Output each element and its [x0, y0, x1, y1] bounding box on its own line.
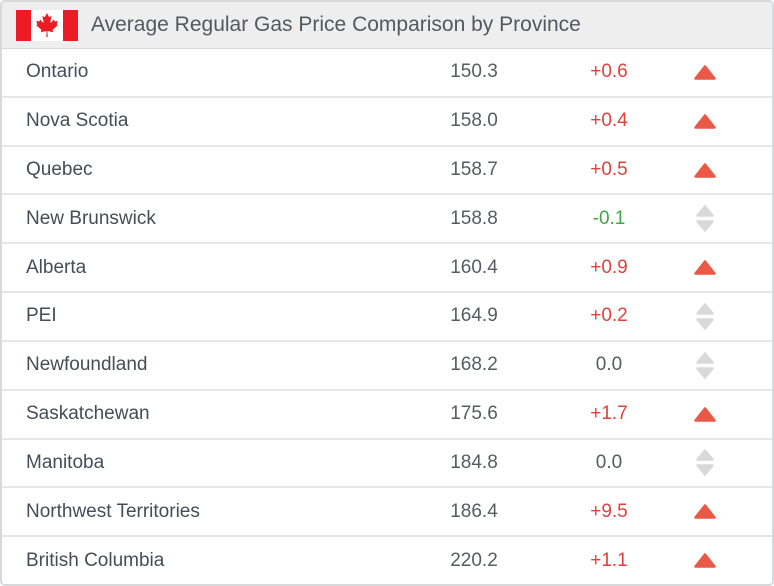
price-change: +1.7: [590, 403, 628, 425]
province-name: Manitoba: [26, 451, 105, 473]
widget-header: Average Regular Gas Price Comparison by …: [2, 2, 772, 49]
trend-cell: [674, 352, 736, 379]
price-change: +0.9: [590, 256, 628, 278]
price-value: 158.7: [450, 159, 498, 181]
maple-leaf-icon: [36, 13, 58, 37]
price-change: +0.6: [590, 61, 628, 83]
canada-flag-icon: [16, 9, 78, 41]
price-table: Ontario 150.3 +0.6 Nova Scotia 158.0 +0.…: [2, 49, 772, 584]
trend-neutral-icon: [696, 205, 714, 233]
trend-cell: [674, 504, 736, 519]
price-value: 158.0: [450, 110, 498, 132]
table-row: Saskatchewan 175.6 +1.7: [2, 388, 772, 438]
province-name: Saskatchewan: [26, 403, 150, 425]
price-change: +0.5: [590, 159, 628, 181]
trend-up-icon: [694, 162, 716, 178]
province-name: Quebec: [26, 159, 93, 181]
province-name: Ontario: [26, 61, 89, 83]
price-change: +0.4: [590, 110, 628, 132]
trend-neutral-icon: [696, 352, 714, 379]
trend-cell: [674, 113, 736, 129]
table-row: Nova Scotia 158.0 +0.4: [2, 95, 772, 145]
table-row: Manitoba 184.8 0.0: [2, 437, 772, 487]
province-name: Nova Scotia: [26, 110, 129, 132]
price-value: 160.4: [450, 256, 498, 278]
trend-cell: [674, 303, 736, 330]
trend-neutral-icon: [696, 449, 714, 477]
trend-up-icon: [694, 504, 716, 519]
trend-cell: [674, 553, 736, 568]
trend-cell: [674, 65, 736, 80]
price-value: 186.4: [450, 500, 498, 522]
table-row: Newfoundland 168.2 0.0: [2, 339, 772, 389]
province-name: Newfoundland: [26, 354, 148, 376]
table-row: Northwest Territories 186.4 +9.5: [2, 486, 772, 536]
price-value: 158.8: [450, 207, 498, 229]
price-value: 220.2: [450, 549, 498, 571]
table-row: PEI 164.9 +0.2: [2, 291, 772, 340]
province-name: PEI: [26, 305, 57, 327]
trend-up-icon: [694, 65, 716, 80]
trend-up-icon: [694, 260, 716, 275]
trend-up-icon: [694, 553, 716, 568]
table-row: Quebec 158.7 +0.5: [2, 144, 772, 194]
province-name: Northwest Territories: [26, 500, 200, 522]
price-value: 175.6: [450, 403, 498, 425]
flag-white-band: [31, 9, 63, 41]
flag-red-band-right: [63, 9, 78, 41]
province-name: British Columbia: [26, 549, 165, 571]
price-change: 0.0: [595, 451, 623, 473]
table-row: New Brunswick 158.8 -0.1: [2, 193, 772, 243]
price-value: 164.9: [450, 305, 498, 327]
price-value: 150.3: [450, 61, 498, 83]
table-row: Alberta 160.4 +0.9: [2, 242, 772, 292]
trend-up-icon: [694, 406, 716, 422]
trend-cell: [674, 260, 736, 275]
table-row: British Columbia 220.2 +1.1: [2, 535, 772, 584]
price-change: +1.1: [590, 549, 628, 571]
price-change: +0.2: [590, 305, 628, 327]
trend-cell: [674, 205, 736, 233]
trend-neutral-icon: [696, 303, 714, 330]
province-name: Alberta: [26, 256, 87, 278]
price-change: +9.5: [590, 500, 628, 522]
price-change: -0.1: [592, 207, 626, 229]
table-row: Ontario 150.3 +0.6: [2, 49, 772, 96]
trend-cell: [674, 162, 736, 178]
province-name: New Brunswick: [26, 207, 156, 229]
trend-cell: [674, 406, 736, 422]
trend-cell: [674, 449, 736, 477]
flag-red-band-left: [16, 9, 31, 41]
price-change: 0.0: [595, 354, 623, 376]
trend-up-icon: [694, 113, 716, 129]
price-value: 184.8: [450, 451, 498, 473]
price-value: 168.2: [450, 354, 498, 376]
widget-title: Average Regular Gas Price Comparison by …: [91, 13, 581, 36]
